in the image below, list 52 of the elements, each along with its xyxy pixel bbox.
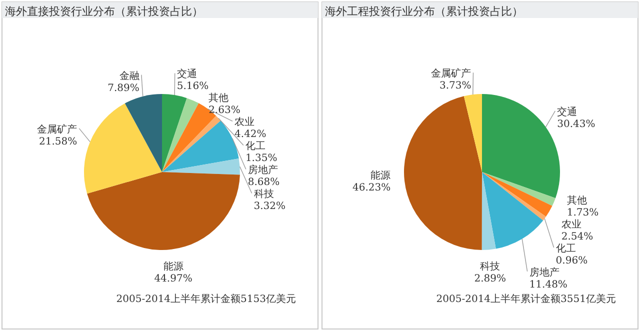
- data-label: 7.89%: [108, 82, 140, 94]
- slice-label: 化工: [556, 242, 576, 254]
- pie-slice: [482, 172, 552, 217]
- slice-label: 金属矿产: [431, 68, 472, 80]
- pie-slice: [162, 158, 240, 175]
- data-label: 30.43%: [557, 118, 596, 130]
- pie-slice: [482, 172, 556, 206]
- data-label: 11.48%: [529, 279, 568, 290]
- chart-title: 海外工程投资行业分布（累计投资占比）: [325, 5, 523, 18]
- data-label: 4.42%: [234, 129, 266, 140]
- slice-label: 金属矿产: [37, 123, 78, 136]
- slice-label: 其他: [208, 92, 229, 104]
- data-label: 3.73%: [439, 80, 472, 92]
- text: 2005-2014上半年累计金额5153亿美元: [116, 293, 296, 305]
- slice-label: 科技: [254, 188, 274, 200]
- data-label: 3.32%: [254, 201, 286, 212]
- chart-title: 海外直接投资行业分布（累计投资占比）: [5, 5, 203, 18]
- data-label: 21.58%: [39, 136, 78, 148]
- pie-slice: [482, 172, 496, 250]
- data-label: 2.54%: [561, 231, 594, 242]
- pie-slice: [404, 96, 482, 250]
- data-label: 44.97%: [154, 273, 192, 284]
- slice-label: 交通: [557, 106, 578, 118]
- slice-label: 房地产: [248, 164, 278, 176]
- slice-label: 能源: [370, 170, 391, 182]
- slice-label: 化工: [245, 140, 266, 152]
- pie-slice: [464, 94, 482, 172]
- text: 2005-2014上半年累计金额3551亿美元: [436, 293, 616, 305]
- pie-slice: [162, 94, 187, 172]
- slice-label: 金融: [119, 70, 140, 82]
- pie-slice: [162, 98, 199, 172]
- data-label: 5.16%: [176, 81, 209, 92]
- data-label: 46.23%: [352, 182, 391, 194]
- pie-slice: [84, 103, 162, 194]
- slice-label: 科技: [480, 260, 500, 273]
- data-label: 0.96%: [556, 255, 588, 266]
- slice-label: 能源: [163, 260, 184, 272]
- slice-label: 其他: [566, 194, 587, 206]
- slice-label: 农业: [561, 218, 582, 230]
- pie-slice: [482, 172, 544, 249]
- slice-label: 交通: [176, 68, 197, 80]
- slice-label: 房地产: [529, 266, 560, 278]
- slice-label: 农业: [234, 116, 255, 128]
- pie-slice: [124, 94, 162, 172]
- pie-slice: [482, 172, 546, 220]
- pie-slice: [162, 116, 221, 172]
- data-label: 1.35%: [245, 153, 278, 164]
- data-label: 2.63%: [208, 105, 240, 116]
- data-label: 1.73%: [566, 207, 599, 218]
- pie-slice: [87, 172, 240, 250]
- data-label: 2.89%: [474, 274, 506, 285]
- data-label: 8.68%: [248, 177, 280, 188]
